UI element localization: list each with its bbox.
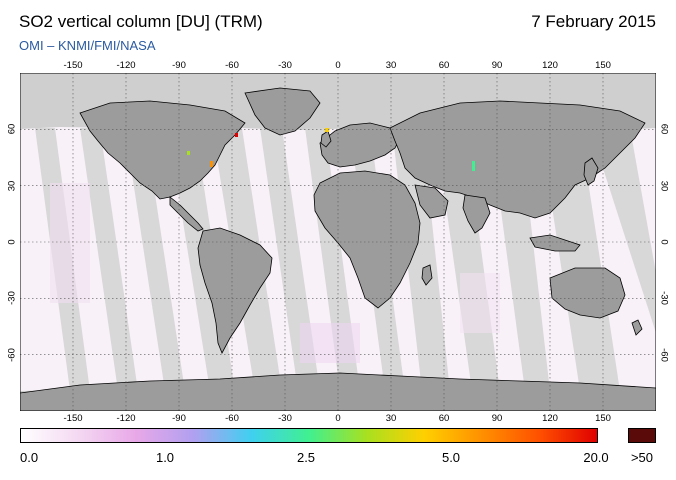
tick-label: 150 (595, 60, 611, 71)
tick-label: -30 (658, 291, 670, 306)
colorbar-label: 1.0 (155, 450, 175, 465)
colorbar-label: 0.0 (20, 450, 39, 465)
tick-label: 60 (6, 124, 18, 135)
tick-label: 30 (6, 180, 18, 191)
so2-map (20, 73, 656, 411)
indonesia (529, 234, 581, 252)
colorbar-label: 5.0 (441, 450, 461, 465)
tick-label: -90 (172, 413, 186, 424)
tick-label: -90 (172, 60, 186, 71)
tick-label: -60 (225, 60, 239, 71)
tick-label: 150 (595, 413, 611, 424)
tick-label: 30 (385, 413, 397, 424)
map-title: SO2 vertical column [DU] (TRM) (19, 12, 263, 31)
greenland (244, 87, 321, 136)
tick-label: 60 (438, 413, 450, 424)
tick-label: 0 (335, 60, 341, 71)
colorbar-over-swatch (628, 428, 656, 443)
graticule (20, 73, 656, 411)
data-credit: OMI – KNMI/FMI/NASA (19, 38, 156, 53)
tick-label: -30 (278, 413, 292, 424)
tick-label: -120 (116, 60, 136, 71)
new-zealand (631, 319, 643, 336)
north-america (79, 100, 246, 200)
central-america (169, 196, 204, 232)
tick-label: -60 (658, 347, 670, 362)
tick-label: -60 (225, 413, 239, 424)
arabia (414, 184, 449, 219)
colorbar-label: >50 (630, 450, 654, 465)
tick-label: 0 (6, 239, 18, 245)
tick-label: -60 (6, 347, 18, 362)
australia (549, 267, 626, 319)
madagascar (421, 264, 433, 286)
so2-speckle (50, 183, 500, 363)
tick-label: -150 (63, 413, 83, 424)
tick-label: 0 (658, 239, 670, 245)
tick-label: 120 (542, 60, 558, 71)
europe (319, 122, 401, 168)
tick-label: 90 (491, 413, 503, 424)
tick-label: 0 (335, 413, 341, 424)
tick-label: 30 (658, 180, 670, 191)
tick-label: 60 (658, 124, 670, 135)
japan (583, 157, 599, 186)
asia (389, 100, 646, 219)
tick-label: 120 (542, 413, 558, 424)
tick-label: -120 (116, 413, 136, 424)
colorbar (20, 428, 598, 443)
map-date: 7 February 2015 (531, 12, 656, 31)
tick-label: 30 (385, 60, 397, 71)
south-america (197, 227, 273, 354)
colorbar-label: 20.0 (583, 450, 609, 465)
tick-label: -30 (6, 291, 18, 306)
tick-label: -30 (278, 60, 292, 71)
tick-label: -150 (63, 60, 83, 71)
so2-hotspots (187, 128, 475, 171)
india (462, 194, 491, 234)
colorbar-label: 2.5 (296, 450, 316, 465)
africa (313, 170, 421, 309)
tick-label: 90 (491, 60, 503, 71)
tick-label: 60 (438, 60, 450, 71)
